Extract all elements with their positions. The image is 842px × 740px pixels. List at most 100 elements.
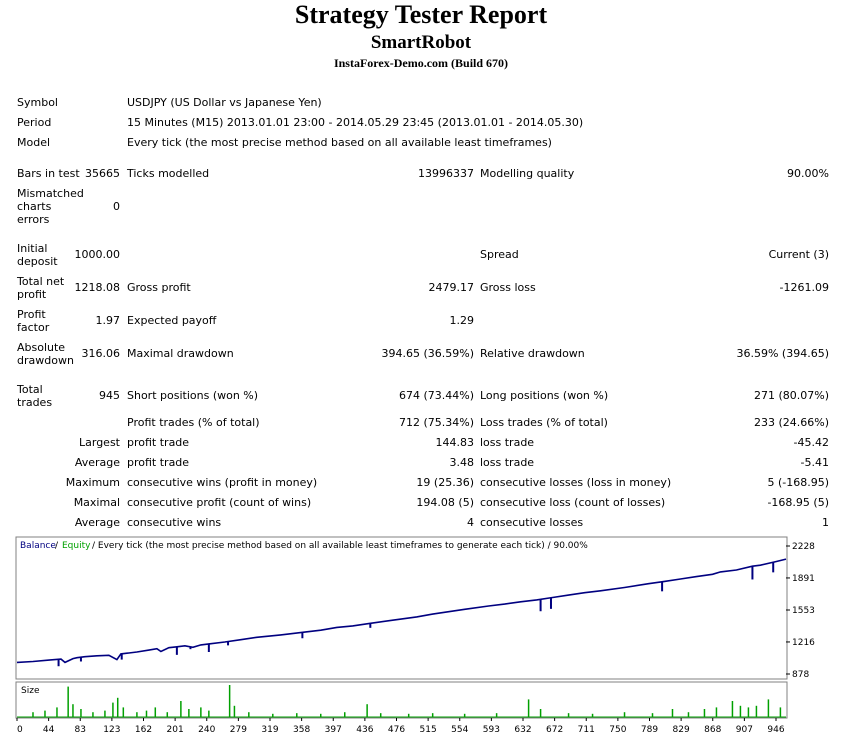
x-tick-label: 476	[388, 725, 405, 735]
ptrades-value: 712 (75.34%)	[398, 416, 474, 429]
trades-label: Total trades	[17, 383, 53, 409]
mismatch-value: 0	[113, 200, 120, 213]
reldd-label: Relative drawdown	[480, 347, 585, 360]
y-tick-label: 878	[792, 670, 809, 680]
x-tick-label: 829	[673, 725, 690, 735]
bars-label: Bars in test	[17, 167, 80, 180]
x-tick-label: 123	[103, 725, 120, 735]
model-value: Every tick (the most precise method base…	[127, 136, 552, 149]
balance-line	[16, 558, 787, 664]
maxdd-label: Maximal drawdown	[127, 347, 234, 360]
x-tick-label: 83	[75, 725, 86, 735]
quality-value: 90.00%	[787, 167, 829, 180]
size-bars	[17, 685, 786, 718]
maximal-loss-label: consecutive loss (count of losses)	[480, 496, 666, 509]
short-label: Short positions (won %)	[127, 389, 259, 402]
netprofit-label: Total net profit	[17, 275, 65, 301]
x-tick-label: 711	[578, 725, 595, 735]
maximal-label: Maximal	[73, 496, 120, 509]
long-label: Long positions (won %)	[480, 389, 609, 402]
absdd-value: 316.06	[81, 347, 121, 360]
maximal-loss-value: -168.95 (5)	[767, 496, 829, 509]
x-tick-label: 358	[293, 725, 310, 735]
pf-label: Profit factor	[17, 308, 50, 334]
report-title: Strategy Tester Report	[294, 0, 548, 29]
maximal-profit-value: 194.08 (5)	[416, 496, 474, 509]
x-tick-label: 789	[641, 725, 658, 735]
y-axis-ticks: 2228 1891 1553 1216 878	[786, 542, 815, 680]
x-tick-label: 554	[451, 725, 468, 735]
max-losses-label: consecutive losses (loss in money)	[480, 476, 672, 489]
average-profit-label: profit trade	[127, 456, 190, 469]
absdd-label: Absolute drawdown	[17, 341, 74, 367]
mismatch-label: Mismatched charts errors	[17, 187, 84, 226]
period-value: 15 Minutes (M15) 2013.01.01 23:00 - 2014…	[127, 116, 584, 129]
grossloss-label: Gross loss	[480, 281, 536, 294]
average-label: Average	[74, 456, 120, 469]
balance-dips	[57, 562, 775, 667]
balance-chart: Balance / Equity / Every tick (the most …	[15, 536, 815, 735]
x-tick-label: 319	[261, 725, 278, 735]
x-tick-label: 397	[325, 725, 342, 735]
maximum-label: Maximum	[65, 476, 120, 489]
spread-label: Spread	[480, 248, 519, 261]
x-tick-label: 279	[230, 725, 247, 735]
deposit-label: Initial deposit	[17, 242, 58, 268]
x-axis-ticks: 0 44 83 123 162 201 240 279 319 358 397 436 476 515 55…	[16, 718, 785, 735]
max-wins-label: consecutive wins (profit in money)	[127, 476, 318, 489]
x-tick-label: 44	[43, 725, 55, 735]
ptrades-label: Profit trades (% of total)	[127, 416, 260, 429]
max-losses-value: 5 (-168.95)	[767, 476, 829, 489]
grossprofit-value: 2479.17	[428, 281, 475, 294]
payoff-label: Expected payoff	[127, 314, 217, 327]
bars-value: 35665	[85, 167, 120, 180]
grossprofit-label: Gross profit	[127, 281, 191, 294]
largest-profit-value: 144.83	[435, 436, 475, 449]
grossloss-value: -1261.09	[779, 281, 829, 294]
size-plot-frame	[15, 681, 788, 719]
short-value: 674 (73.44%)	[398, 389, 474, 402]
x-tick-label: 0	[17, 725, 23, 735]
y-tick-label: 1891	[792, 574, 815, 584]
x-tick-label: 907	[736, 725, 753, 735]
legend-balance: Balance	[20, 541, 56, 551]
x-tick-label: 750	[609, 725, 626, 735]
spread-value: Current (3)	[768, 248, 829, 261]
avgc-wins-label: consecutive wins	[127, 516, 222, 529]
x-tick-label: 436	[356, 725, 373, 735]
average-loss-label: loss trade	[480, 456, 535, 469]
avgc-losses-label: consecutive losses	[480, 516, 584, 529]
largest-profit-label: profit trade	[127, 436, 190, 449]
y-tick-label: 1553	[792, 606, 815, 616]
legend-caption: / Every tick (the most precise method ba…	[92, 541, 588, 551]
server-name: InstaForex-Demo.com (Build 670)	[333, 56, 509, 70]
x-tick-label: 632	[514, 725, 531, 735]
maxdd-value: 394.65 (36.59%)	[381, 347, 474, 360]
ticks-value: 13996337	[418, 167, 474, 180]
expert-name: SmartRobot	[370, 32, 472, 53]
main-plot-frame	[15, 536, 788, 680]
x-tick-label: 672	[546, 725, 563, 735]
netprofit-value: 1218.08	[74, 281, 121, 294]
x-tick-label: 162	[135, 725, 152, 735]
largest-loss-value: -45.42	[793, 436, 829, 449]
payoff-value: 1.29	[449, 314, 475, 327]
average-profit-value: 3.48	[449, 456, 475, 469]
symbol-label: Symbol	[17, 96, 58, 109]
avgc-losses-value: 1	[822, 516, 829, 529]
reldd-value: 36.59% (394.65)	[736, 347, 829, 360]
pf-value: 1.97	[95, 314, 121, 327]
largest-loss-label: loss trade	[480, 436, 535, 449]
symbol-value: USDJPY (US Dollar vs Japanese Yen)	[127, 96, 322, 109]
period-label: Period	[17, 116, 52, 129]
long-value: 271 (80.07%)	[753, 389, 829, 402]
x-tick-label: 515	[420, 725, 437, 735]
ltrades-label: Loss trades (% of total)	[480, 416, 608, 429]
largest-label: Largest	[79, 436, 120, 449]
legend-separator: /	[55, 541, 59, 551]
model-label: Model	[17, 136, 51, 149]
average-loss-value: -5.41	[800, 456, 829, 469]
x-tick-label: 240	[198, 725, 215, 735]
avgc-label: Average	[74, 516, 120, 529]
deposit-value: 1000.00	[74, 248, 121, 261]
